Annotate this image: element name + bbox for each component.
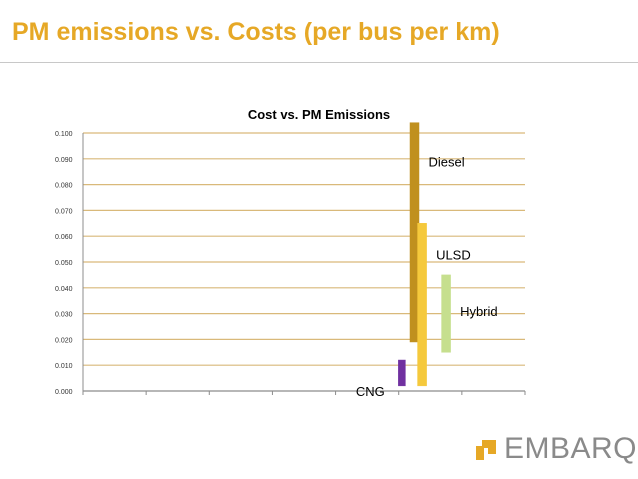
series-label: ULSD xyxy=(436,247,471,262)
brand-logo: EMBARQ xyxy=(474,432,637,466)
y-tick-label: 0.020 xyxy=(55,337,73,344)
brand-name: EMBARQ xyxy=(504,432,638,465)
bar-cng xyxy=(398,359,406,387)
y-tick-label: 0.050 xyxy=(55,260,73,267)
y-tick-label: 0.090 xyxy=(55,157,73,164)
embarq-logo-icon xyxy=(476,440,496,460)
bar-ulsd xyxy=(417,223,427,387)
series-label: CNG xyxy=(356,384,385,399)
title-divider xyxy=(0,62,638,63)
y-tick-label: 0.010 xyxy=(55,363,73,370)
y-tick-label: 0.080 xyxy=(55,183,73,190)
bar-hybrid xyxy=(441,274,451,353)
y-tick-label: 0.060 xyxy=(55,234,73,241)
series-label: Diesel xyxy=(429,154,465,169)
chart-title: Cost vs. PM Emissions xyxy=(248,107,390,122)
series-label: Hybrid xyxy=(460,304,498,319)
y-tick-label: 0.040 xyxy=(55,286,73,293)
slide-title: PM emissions vs. Costs (per bus per km) xyxy=(12,18,500,46)
y-tick-label: 0.070 xyxy=(55,208,73,215)
y-tick-label: 0.000 xyxy=(55,389,73,396)
y-tick-label: 0.100 xyxy=(55,131,73,138)
y-tick-label: 0.030 xyxy=(55,312,73,319)
